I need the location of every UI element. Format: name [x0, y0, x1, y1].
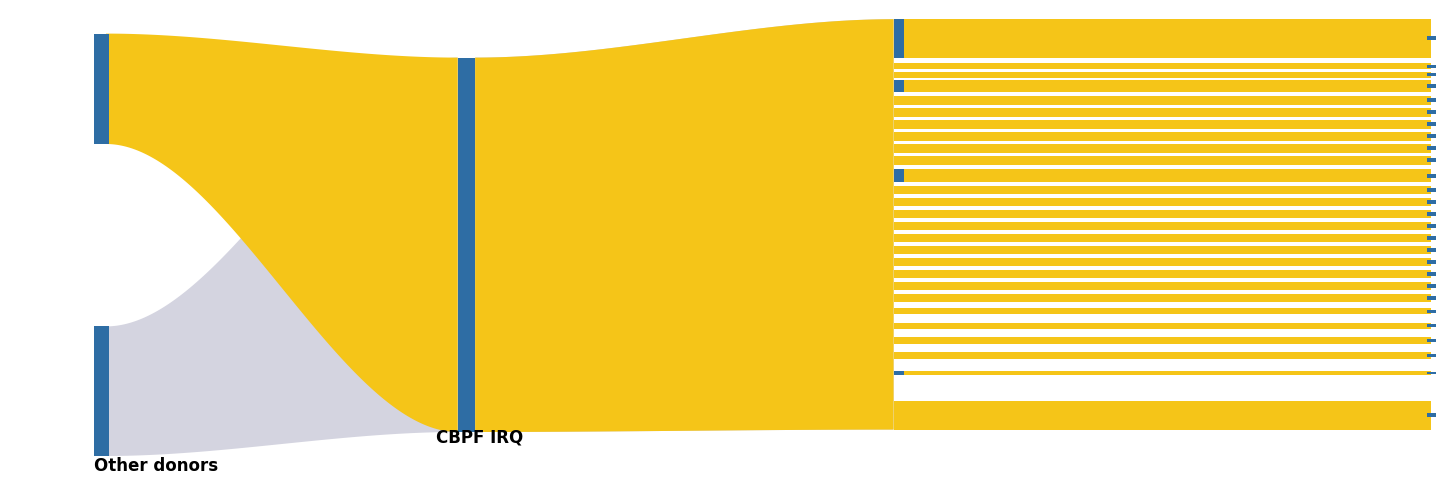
Polygon shape [106, 34, 458, 432]
Polygon shape [894, 80, 1431, 92]
Bar [1427, 284, 1436, 288]
Bar [1427, 188, 1436, 192]
Bar [1427, 36, 1436, 40]
Polygon shape [894, 246, 1431, 254]
Bar [1427, 339, 1436, 342]
Bar [1427, 324, 1436, 327]
Bar [1427, 98, 1436, 102]
Polygon shape [894, 19, 1431, 58]
Bar [94, 326, 109, 456]
Polygon shape [894, 108, 1431, 117]
Polygon shape [894, 120, 1431, 129]
Polygon shape [894, 198, 1431, 206]
Bar [458, 58, 475, 432]
Bar [1427, 174, 1436, 178]
Polygon shape [894, 371, 1431, 375]
Bar [894, 371, 904, 375]
Bar [1427, 110, 1436, 114]
Polygon shape [894, 337, 1431, 344]
Polygon shape [894, 282, 1431, 290]
Bar [1427, 296, 1436, 300]
Bar [1427, 272, 1436, 276]
Bar [894, 19, 904, 58]
Polygon shape [475, 19, 894, 432]
Text: CBPF IRQ: CBPF IRQ [436, 428, 523, 446]
Polygon shape [894, 210, 1431, 218]
Polygon shape [894, 156, 1431, 165]
Bar [1427, 146, 1436, 150]
Bar [1427, 158, 1436, 162]
Polygon shape [894, 222, 1431, 230]
Bar [1427, 212, 1436, 216]
Polygon shape [894, 234, 1431, 242]
Polygon shape [894, 401, 1431, 430]
Bar [94, 34, 109, 144]
Bar [1427, 372, 1436, 374]
Polygon shape [475, 19, 894, 432]
Polygon shape [894, 270, 1431, 278]
Polygon shape [894, 186, 1431, 194]
Polygon shape [106, 58, 458, 456]
Bar [1427, 260, 1436, 264]
Polygon shape [894, 352, 1431, 359]
Bar [1427, 200, 1436, 204]
Polygon shape [894, 132, 1431, 141]
Polygon shape [894, 19, 1431, 430]
Bar [1427, 122, 1436, 126]
Polygon shape [894, 258, 1431, 266]
Polygon shape [894, 63, 1431, 69]
Bar [894, 80, 904, 92]
Bar [1427, 413, 1436, 417]
Bar [894, 169, 904, 182]
Bar [1427, 248, 1436, 252]
Bar [1427, 310, 1436, 313]
Polygon shape [894, 96, 1431, 105]
Polygon shape [894, 169, 1431, 182]
Polygon shape [894, 294, 1431, 302]
Polygon shape [894, 144, 1431, 153]
Bar [1427, 224, 1436, 228]
Bar [1427, 65, 1436, 68]
Bar [1427, 354, 1436, 357]
Bar [1427, 134, 1436, 138]
Bar [1427, 84, 1436, 88]
Polygon shape [894, 323, 1431, 329]
Polygon shape [894, 308, 1431, 314]
Bar [1427, 73, 1436, 76]
Bar [1427, 236, 1436, 240]
Text: Other donors: Other donors [94, 457, 218, 475]
Polygon shape [894, 72, 1431, 78]
